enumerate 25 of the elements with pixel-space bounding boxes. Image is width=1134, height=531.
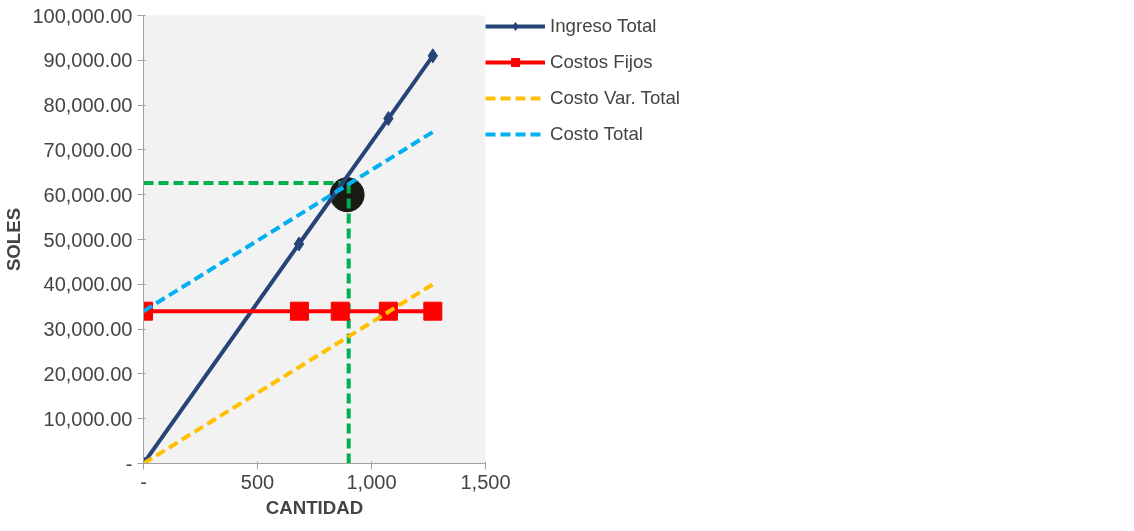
point	[289, 301, 309, 321]
legend-label: Ingreso Total	[550, 15, 657, 37]
point	[293, 236, 305, 252]
y-tick-label: 10,000.00	[43, 407, 133, 430]
y-tick-label: 100,000.00	[32, 4, 133, 27]
y-tick-label: 20,000.00	[43, 362, 133, 385]
y-tick-label: 90,000.00	[43, 49, 133, 72]
y-tick-label: 60,000.00	[43, 183, 133, 206]
x-tick-label: -	[140, 470, 147, 493]
y-tick-label: 40,000.00	[43, 273, 133, 296]
x-tick-label: 1,000	[346, 470, 397, 493]
x-axis-title: CANTIDAD	[265, 496, 364, 518]
legend-label: Costo Var. Total	[550, 87, 680, 109]
y-tick-label: 30,000.00	[43, 318, 133, 341]
x-tick-label: 1,500	[460, 470, 511, 493]
legend-label: Costo Total	[550, 123, 643, 145]
y-tick-label: 70,000.00	[43, 138, 133, 161]
x-tick-label: 500	[240, 470, 275, 493]
legend-label: Costos Fijos	[550, 51, 653, 73]
point	[330, 301, 350, 321]
y-tick-label: -	[125, 452, 133, 475]
y-tick-label: 50,000.00	[43, 228, 133, 251]
y-tick-label: 80,000.00	[43, 94, 133, 117]
y-axis-title: SOLES	[3, 207, 25, 272]
point	[423, 301, 443, 321]
